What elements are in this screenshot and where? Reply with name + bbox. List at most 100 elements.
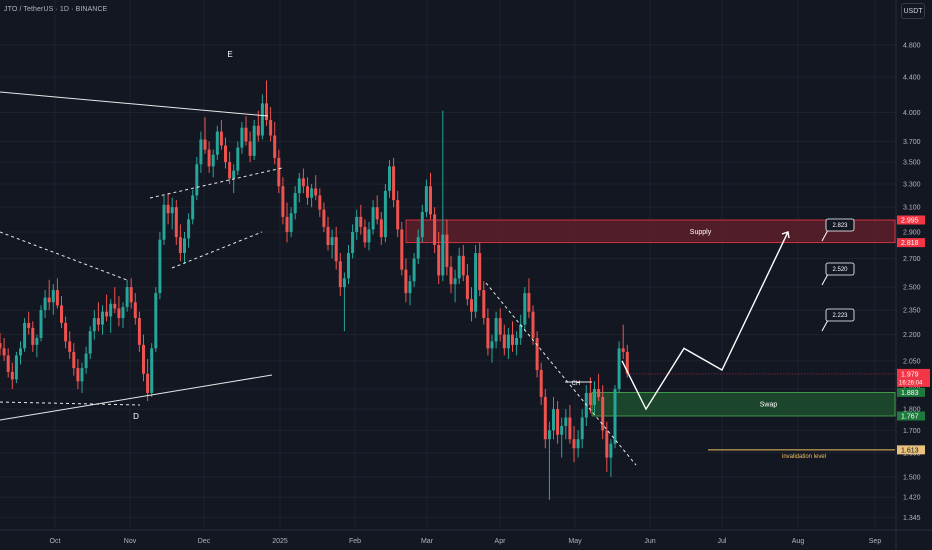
- candle-body: [72, 351, 76, 369]
- supply-bottom-tag: 2.818: [897, 238, 925, 248]
- candle: [183, 231, 186, 265]
- price-tick-label: 3.100: [903, 205, 921, 212]
- price-axis[interactable]: 1.3451.4201.5001.6001.7001.8001.9002.050…: [895, 0, 932, 550]
- candle-body: [363, 226, 367, 243]
- supply-bottom-tag-bg: [897, 238, 925, 248]
- candle: [347, 245, 350, 285]
- candle: [511, 321, 514, 352]
- candle-body: [224, 145, 227, 163]
- candle-body: [572, 439, 576, 449]
- candle-body: [0, 343, 2, 349]
- candle: [326, 216, 330, 251]
- candle-body: [433, 214, 437, 246]
- price-tick-label: 2.200: [903, 332, 921, 339]
- candle-body: [519, 324, 523, 338]
- time-tick-label: Jun: [644, 538, 655, 545]
- candle: [68, 331, 72, 360]
- candle: [412, 253, 416, 288]
- target-value: 2.823: [832, 223, 848, 229]
- time-tick-label: Jul: [718, 538, 727, 545]
- target-pointer: [821, 319, 829, 332]
- candle: [76, 359, 80, 390]
- zones-layer: Supply Swap invalidation level: [405, 219, 896, 460]
- price-tick-label: 1.500: [903, 474, 921, 481]
- candle: [572, 426, 576, 463]
- time-tick-label: Sep: [869, 538, 882, 545]
- time-axis[interactable]: Oct Nov Dec 2025 Feb Mar Apr May Jun Jul Aug Sep: [0, 529, 932, 545]
- candle-body: [486, 318, 490, 349]
- supply-zone: [405, 219, 896, 244]
- price-tick-label: 4.000: [903, 110, 921, 117]
- candle: [101, 305, 104, 335]
- candle-body: [297, 178, 301, 194]
- candle: [506, 327, 510, 360]
- descending-dashed-trendline: [0, 231, 128, 281]
- candle: [396, 190, 400, 238]
- candle-body: [23, 322, 27, 349]
- candle: [445, 219, 449, 276]
- candle-body: [2, 348, 6, 356]
- candle-body: [461, 255, 465, 276]
- candle-body: [593, 389, 596, 406]
- candle-body: [60, 305, 63, 323]
- candle: [166, 193, 170, 225]
- candle-body: [474, 253, 478, 312]
- currency-button[interactable]: USDT: [901, 3, 925, 19]
- candle: [593, 381, 596, 414]
- candle: [289, 207, 293, 238]
- price-tick-label: 2.700: [903, 256, 921, 263]
- candle-body: [494, 318, 498, 342]
- candle-body: [64, 322, 68, 342]
- candle: [379, 212, 383, 246]
- candle-body: [453, 278, 457, 285]
- candle-body: [236, 147, 240, 171]
- time-tick-label: Dec: [198, 538, 211, 545]
- candle-body: [199, 139, 203, 165]
- candle: [404, 258, 408, 303]
- candle: [27, 311, 31, 335]
- candle-body: [43, 297, 47, 311]
- candle: [461, 245, 465, 282]
- candle: [117, 296, 121, 327]
- candle: [367, 221, 371, 251]
- candle: [105, 294, 109, 322]
- candle-body: [92, 318, 96, 332]
- wave-label-d: D: [133, 412, 139, 421]
- candle: [449, 255, 453, 294]
- candle-body: [101, 311, 104, 325]
- swap-zone-label: Swap: [760, 402, 778, 409]
- candle: [371, 200, 375, 235]
- candle-body: [35, 337, 39, 345]
- price-tick-label: 1.345: [903, 515, 921, 522]
- candle-body: [265, 103, 268, 121]
- invalidation-tag-bg: [897, 445, 925, 455]
- candle: [523, 287, 527, 332]
- candle: [457, 247, 461, 285]
- candle-body: [318, 195, 322, 210]
- candle: [560, 417, 564, 458]
- candle: [64, 316, 68, 349]
- candle-body: [445, 234, 449, 267]
- candle: [609, 439, 613, 477]
- candle-body: [379, 219, 383, 238]
- wedge-lower-dashed: [171, 231, 263, 269]
- candle-body: [515, 337, 519, 345]
- candle-body: [482, 290, 486, 319]
- candle: [19, 341, 22, 365]
- candle-body: [68, 341, 72, 352]
- candle-body: [342, 278, 346, 288]
- upper-trendline: [0, 91, 269, 117]
- candle-body: [96, 318, 100, 325]
- candle: [133, 293, 137, 325]
- candle-body: [416, 237, 420, 259]
- candle-body: [19, 348, 22, 356]
- invalidation-tag-text: 1.613: [901, 447, 919, 454]
- candle: [605, 421, 609, 472]
- candle: [170, 197, 174, 230]
- supply-top-tag-text: 2.995: [901, 218, 919, 225]
- candle: [437, 231, 441, 285]
- candle: [39, 305, 43, 342]
- candle: [55, 278, 59, 309]
- candle-body: [14, 355, 18, 380]
